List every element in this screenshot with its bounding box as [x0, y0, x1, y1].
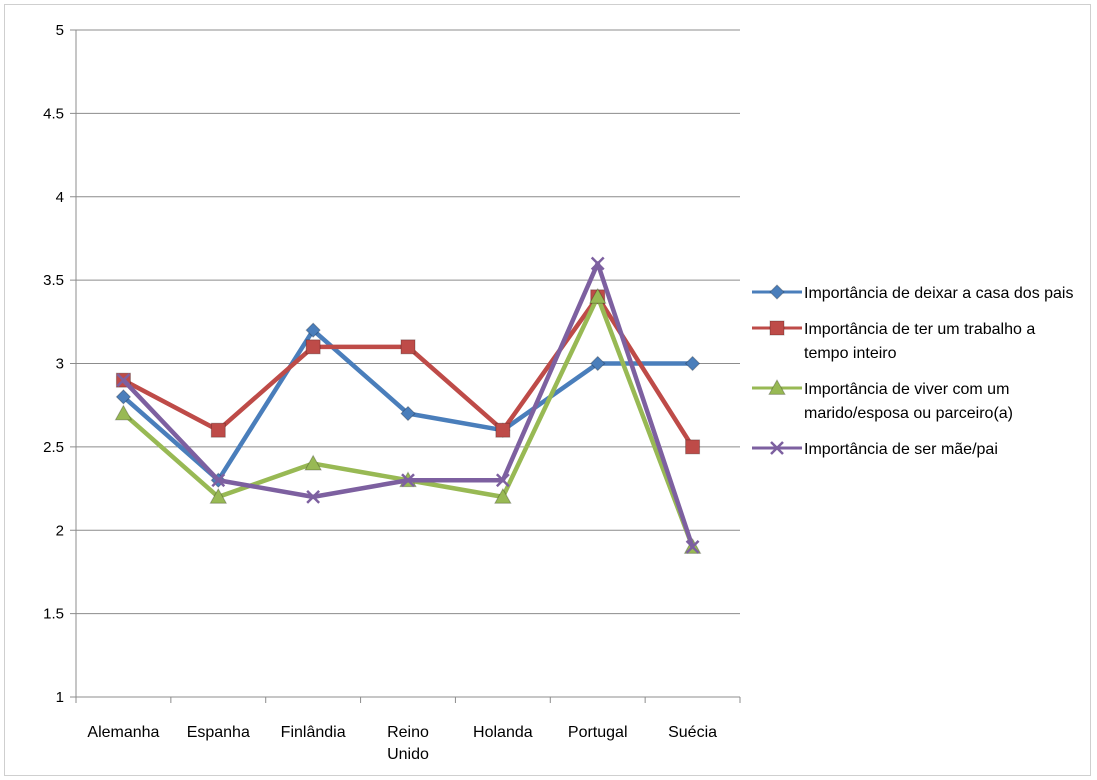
y-tick-label: 4.5 [43, 105, 64, 122]
x-tick-labels: Alemanha Espanha Finlândia Reino Unido Holand… [87, 724, 717, 763]
y-tick-label: 5 [56, 22, 64, 39]
axes [70, 29, 741, 703]
x-tick-label: Suécia [668, 724, 717, 741]
y-tick-label: 3.5 [43, 272, 64, 289]
legend-label: Importância de viver com um marido/esposa… [804, 381, 1013, 422]
series-line [121, 261, 695, 548]
series-4 [116, 256, 700, 554]
data-point [305, 322, 321, 338]
legend-label: Importância de deixar a casa dos pais [804, 285, 1073, 302]
data-point [114, 404, 133, 421]
gridlines [76, 29, 740, 615]
data-point [685, 439, 701, 455]
data-point [590, 256, 605, 271]
data-point [305, 339, 321, 355]
data-point [116, 373, 131, 388]
x-tick-label: Holanda [473, 724, 533, 741]
data-point [304, 454, 322, 471]
legend-key-marker [768, 378, 786, 395]
legend-item: Importância de ter um trabalho a tempo in… [752, 320, 1035, 362]
data-point [685, 540, 700, 554]
legend-key-marker [769, 320, 785, 336]
legend-item: Importância de viver com um marido/esposa… [752, 378, 1013, 422]
data-point [115, 389, 132, 405]
data-point [211, 473, 226, 488]
series-group [114, 256, 702, 554]
legend-label: Importância de ser mãe/pai [804, 441, 998, 458]
y-tick-label: 3 [56, 356, 64, 373]
data-point [494, 487, 512, 504]
data-point [210, 422, 226, 438]
x-tick-label: Espanha [187, 724, 250, 741]
series-2 [115, 289, 701, 455]
x-tick-label: Portugal [568, 724, 628, 741]
y-tick-label: 4 [56, 189, 64, 206]
data-point [495, 422, 511, 438]
y-tick-label: 1 [56, 689, 64, 706]
data-point [495, 473, 510, 488]
data-point [588, 287, 607, 304]
data-point [400, 339, 416, 355]
data-point [209, 487, 228, 504]
y-tick-label: 2.5 [43, 439, 64, 456]
legend: Importância de deixar a casa dos pais Imp… [752, 284, 1073, 458]
data-point [306, 490, 321, 504]
chart-frame [4, 4, 1091, 776]
data-point [401, 473, 415, 488]
x-tick-label: Reino Unido [387, 724, 429, 763]
data-point [400, 405, 416, 422]
legend-item: Importância de ser mãe/pai [752, 441, 998, 458]
legend-item: Importância de deixar a casa dos pais [752, 284, 1073, 302]
data-point [590, 355, 606, 372]
legend-label: Importância de ter um trabalho a tempo in… [804, 321, 1035, 362]
x-tick-label: Alemanha [87, 724, 159, 741]
y-tick-labels: 1 1.5 2 2.5 3 3.5 4 4.5 5 [43, 22, 64, 706]
legend-key-marker [770, 441, 784, 455]
data-point [684, 355, 701, 372]
series-line [121, 294, 695, 548]
y-tick-label: 2 [56, 522, 64, 539]
legend-key-marker [769, 284, 785, 300]
x-tick-label: Finlândia [281, 724, 346, 741]
y-tick-label: 1.5 [43, 606, 64, 623]
